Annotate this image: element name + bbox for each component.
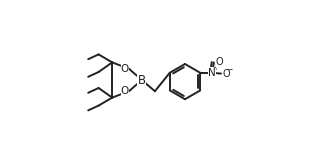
Text: −: −: [226, 66, 232, 75]
Text: +: +: [213, 63, 219, 72]
Text: N: N: [208, 68, 216, 78]
Text: B: B: [138, 73, 146, 87]
Text: O: O: [121, 86, 129, 96]
Text: O: O: [223, 69, 231, 79]
Text: O: O: [121, 64, 129, 74]
Text: O: O: [216, 57, 223, 67]
